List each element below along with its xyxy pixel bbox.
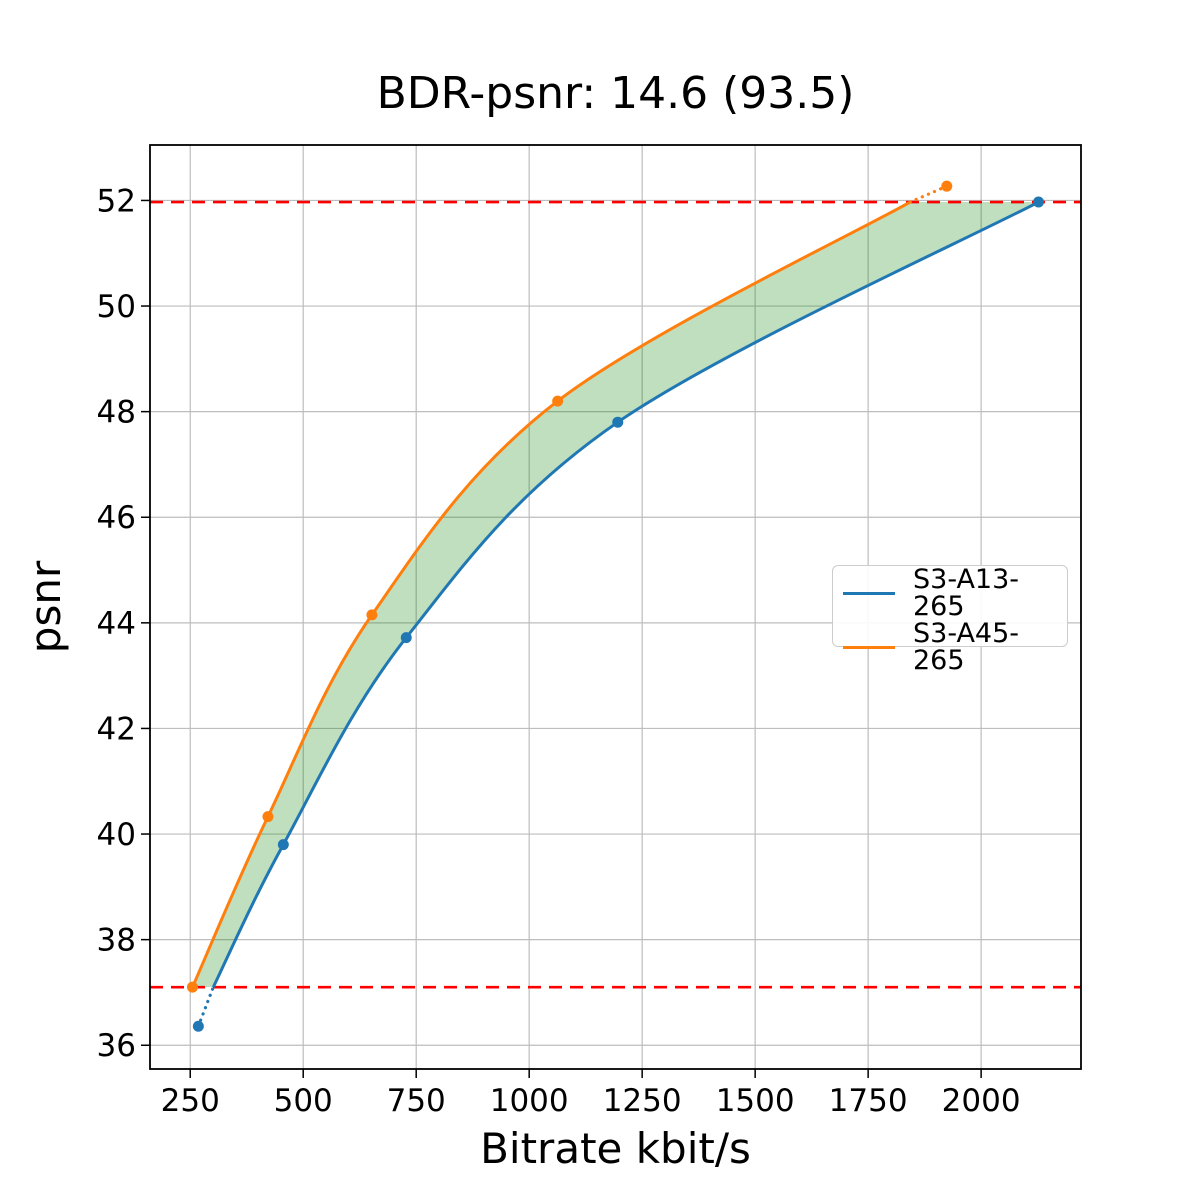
- y-tick-label: 44: [97, 606, 136, 642]
- series-line: [211, 200, 1040, 988]
- y-tick-label: 36: [97, 1028, 136, 1064]
- y-tick-label: 46: [97, 500, 136, 536]
- y-tick-label: 42: [97, 711, 136, 747]
- data-point-marker: [400, 632, 412, 644]
- series-line: [191, 200, 911, 988]
- x-tick-label: 1750: [829, 1083, 908, 1119]
- x-tick-label: 2000: [942, 1083, 1021, 1119]
- legend-line-blue-icon: [843, 591, 895, 595]
- x-tick-label: 1250: [603, 1083, 682, 1119]
- data-point-marker: [277, 839, 289, 851]
- data-point-marker: [941, 180, 953, 192]
- data-point-marker: [1033, 196, 1045, 208]
- x-axis-label: Bitrate kbit/s: [480, 1124, 751, 1173]
- data-point-marker: [186, 981, 198, 993]
- legend-entry-s3-a45-265: S3-A45-265: [833, 620, 1067, 674]
- hlines: [150, 200, 1081, 989]
- x-tick-label: 1000: [490, 1083, 569, 1119]
- legend-label: S3-A13-265: [913, 564, 1020, 622]
- legend-line-orange-icon: [843, 645, 895, 649]
- data-point-marker: [262, 811, 274, 823]
- data-point-marker: [552, 395, 564, 407]
- x-tick-label: 750: [387, 1083, 446, 1119]
- y-tick-label: 50: [97, 289, 136, 325]
- y-tick-label: 38: [97, 923, 136, 959]
- data-point-marker: [366, 609, 378, 621]
- y-tick-label: 48: [97, 395, 136, 431]
- legend-entry-s3-a13-265: S3-A13-265: [833, 566, 1067, 620]
- x-tick-label: 250: [161, 1083, 220, 1119]
- series-dotted-extension: [196, 985, 215, 1028]
- series-S3-A45-265: [186, 180, 953, 993]
- x-tick-label: 500: [274, 1083, 333, 1119]
- y-tick-label: 40: [97, 817, 136, 853]
- legend: S3-A13-265 S3-A45-265: [832, 565, 1068, 674]
- data-point-marker: [612, 416, 624, 428]
- ticks-and-labels: 250 500 750 1000 1250 1500 1750 2000 36 38 40 42 44 4…: [97, 183, 1021, 1119]
- plot-border: [149, 144, 1082, 1070]
- data-point-marker: [192, 1020, 204, 1032]
- series-dotted-extension: [908, 184, 949, 204]
- legend-label: S3-A45-265: [913, 618, 1020, 676]
- series-S3-A13-265: [192, 196, 1045, 1032]
- x-tick-label: 1500: [716, 1083, 795, 1119]
- y-tick-label: 52: [97, 183, 136, 219]
- chart-title: BDR-psnr: 14.6 (93.5): [376, 68, 855, 119]
